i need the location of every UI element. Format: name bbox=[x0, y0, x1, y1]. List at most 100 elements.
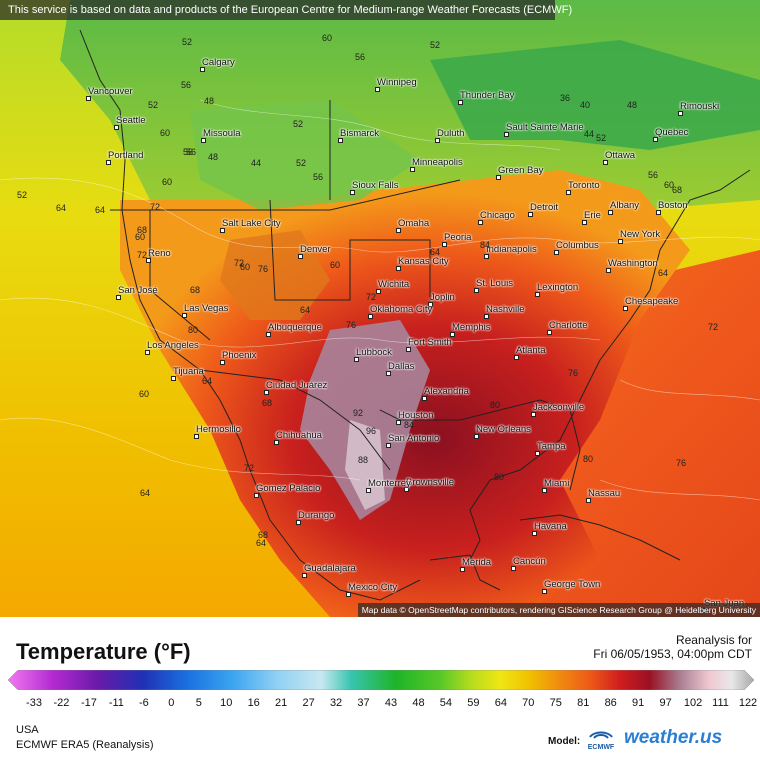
city-label[interactable]: Thunder Bay bbox=[460, 90, 515, 101]
city-label[interactable]: Mérida bbox=[462, 557, 492, 568]
city-label[interactable]: Tampa bbox=[537, 441, 566, 452]
city-label[interactable]: Portland bbox=[108, 150, 144, 161]
colorbar-tick-label: 97 bbox=[659, 697, 672, 709]
city-label[interactable]: Albany bbox=[610, 200, 640, 211]
city-label[interactable]: Monterrey bbox=[368, 478, 411, 489]
city-label[interactable]: Calgary bbox=[202, 57, 235, 68]
city-label[interactable]: Peoria bbox=[444, 232, 472, 243]
city-label[interactable]: Kansas City bbox=[398, 256, 449, 267]
temperature-map[interactable]: This service is based on data and produc… bbox=[0, 0, 760, 617]
colorbar-tick-label: 27 bbox=[302, 697, 315, 709]
city-label[interactable]: Alexandria bbox=[424, 386, 469, 397]
city-label[interactable]: Washington bbox=[608, 258, 658, 269]
city-label[interactable]: Los Angeles bbox=[147, 340, 199, 351]
isotherm-value-label: 76 bbox=[346, 320, 357, 330]
rockies-warm-area bbox=[220, 230, 330, 320]
city-label[interactable]: Toronto bbox=[568, 180, 600, 191]
city-label[interactable]: Miami bbox=[544, 478, 570, 489]
colorbar-tick-label: 0 bbox=[168, 697, 175, 709]
city-label[interactable]: Chicago bbox=[480, 210, 515, 221]
city-label[interactable]: Rimouski bbox=[680, 101, 720, 112]
city-label[interactable]: Mexico City bbox=[348, 582, 398, 593]
city-label[interactable]: Joplin bbox=[430, 292, 455, 303]
city-label[interactable]: Bismarck bbox=[340, 128, 380, 139]
city-label[interactable]: Salt Lake City bbox=[222, 218, 281, 229]
city-label[interactable]: Gomez Palacio bbox=[256, 483, 321, 494]
city-label[interactable]: Lexington bbox=[537, 282, 579, 293]
city-label[interactable]: Houston bbox=[398, 410, 434, 421]
isotherm-value-label: 84 bbox=[480, 240, 491, 250]
city-label[interactable]: Indianapolis bbox=[486, 244, 537, 255]
city-label[interactable]: Winnipeg bbox=[377, 77, 417, 88]
city-label[interactable]: Detroit bbox=[530, 202, 558, 213]
city-label[interactable]: Albuquerque bbox=[268, 322, 322, 333]
city-marker bbox=[618, 239, 623, 244]
city-label[interactable]: Fort Smith bbox=[408, 337, 452, 348]
city-label[interactable]: Havana bbox=[534, 521, 567, 532]
city-label[interactable]: San Antonio bbox=[388, 433, 440, 444]
city-label[interactable]: Cancún bbox=[513, 556, 546, 567]
city-label[interactable]: Ciudad Juárez bbox=[266, 380, 328, 391]
city-label[interactable]: Wichita bbox=[378, 279, 410, 290]
isotherm-value-label: 68 bbox=[258, 530, 269, 540]
city-marker bbox=[410, 167, 415, 172]
city-label[interactable]: Chihuahua bbox=[276, 430, 322, 441]
city-label[interactable]: Missoula bbox=[203, 128, 241, 139]
city-label[interactable]: New York bbox=[620, 229, 661, 240]
city-label[interactable]: New Orleans bbox=[476, 424, 531, 435]
isotherm-value-label: 72 bbox=[150, 202, 161, 212]
city-marker bbox=[566, 190, 571, 195]
city-label[interactable]: Chesapeake bbox=[625, 296, 679, 307]
city-label[interactable]: Charlotte bbox=[549, 320, 588, 331]
isotherm-value-label: 72 bbox=[244, 463, 255, 473]
isotherm-value-label: 64 bbox=[658, 268, 669, 278]
city-label[interactable]: Tijuana bbox=[173, 366, 204, 377]
city-label[interactable]: Denver bbox=[300, 244, 331, 255]
city-label[interactable]: San José bbox=[118, 285, 158, 296]
city-label[interactable]: Durango bbox=[298, 510, 335, 521]
colorbar-tick-label: 111 bbox=[712, 697, 729, 709]
city-label[interactable]: George Town bbox=[544, 579, 601, 590]
city-label[interactable]: Sioux Falls bbox=[352, 180, 399, 191]
city-marker bbox=[146, 258, 151, 263]
city-label[interactable]: Green Bay bbox=[498, 165, 544, 176]
city-label[interactable]: Ottawa bbox=[605, 150, 636, 161]
city-label[interactable]: Boston bbox=[658, 200, 688, 211]
city-marker bbox=[376, 289, 381, 294]
city-label[interactable]: Nashville bbox=[486, 304, 525, 315]
colorbar-tick-label: 81 bbox=[577, 697, 590, 709]
isotherm-value-label: 60 bbox=[160, 128, 171, 138]
city-label[interactable]: Lubbock bbox=[356, 347, 392, 358]
city-label[interactable]: Seattle bbox=[116, 115, 146, 126]
city-label[interactable]: Memphis bbox=[452, 322, 491, 333]
city-label[interactable]: Reno bbox=[148, 248, 171, 259]
city-label[interactable]: Quebec bbox=[655, 127, 689, 138]
city-label[interactable]: Dallas bbox=[388, 361, 415, 372]
city-label[interactable]: Hermosillo bbox=[196, 424, 241, 435]
colorbar-tick-label: -33 bbox=[26, 697, 42, 709]
city-marker bbox=[145, 350, 150, 355]
ecmwf-notice: This service is based on data and produc… bbox=[0, 0, 572, 20]
city-label[interactable]: Phoenix bbox=[222, 350, 257, 361]
city-label[interactable]: Oklahoma City bbox=[370, 304, 433, 315]
city-label[interactable]: Las Vegas bbox=[184, 303, 229, 314]
city-label[interactable]: Minneapolis bbox=[412, 157, 463, 168]
legend-panel: Temperature (°F) Reanalysis for Fri 06/0… bbox=[0, 617, 760, 760]
city-label[interactable]: Erie bbox=[584, 210, 601, 221]
legend-title: Temperature (°F) bbox=[16, 639, 191, 664]
city-label[interactable]: Vancouver bbox=[88, 86, 133, 97]
city-label[interactable]: Sault Sainte Marie bbox=[506, 122, 584, 133]
city-label[interactable]: Brownsville bbox=[406, 477, 455, 488]
city-label[interactable]: Atlanta bbox=[516, 345, 546, 356]
city-label[interactable]: Duluth bbox=[437, 128, 465, 139]
city-marker bbox=[106, 160, 111, 165]
city-label[interactable]: Columbus bbox=[556, 240, 599, 251]
city-marker bbox=[366, 488, 371, 493]
weather-us-brand[interactable]: weather.us bbox=[624, 727, 723, 748]
city-marker bbox=[474, 434, 479, 439]
city-label[interactable]: Omaha bbox=[398, 218, 430, 229]
city-label[interactable]: Guadalajara bbox=[304, 563, 356, 574]
city-label[interactable]: St. Louis bbox=[476, 278, 513, 289]
city-label[interactable]: Jacksonville bbox=[533, 402, 585, 413]
city-label[interactable]: Nassau bbox=[588, 488, 621, 499]
